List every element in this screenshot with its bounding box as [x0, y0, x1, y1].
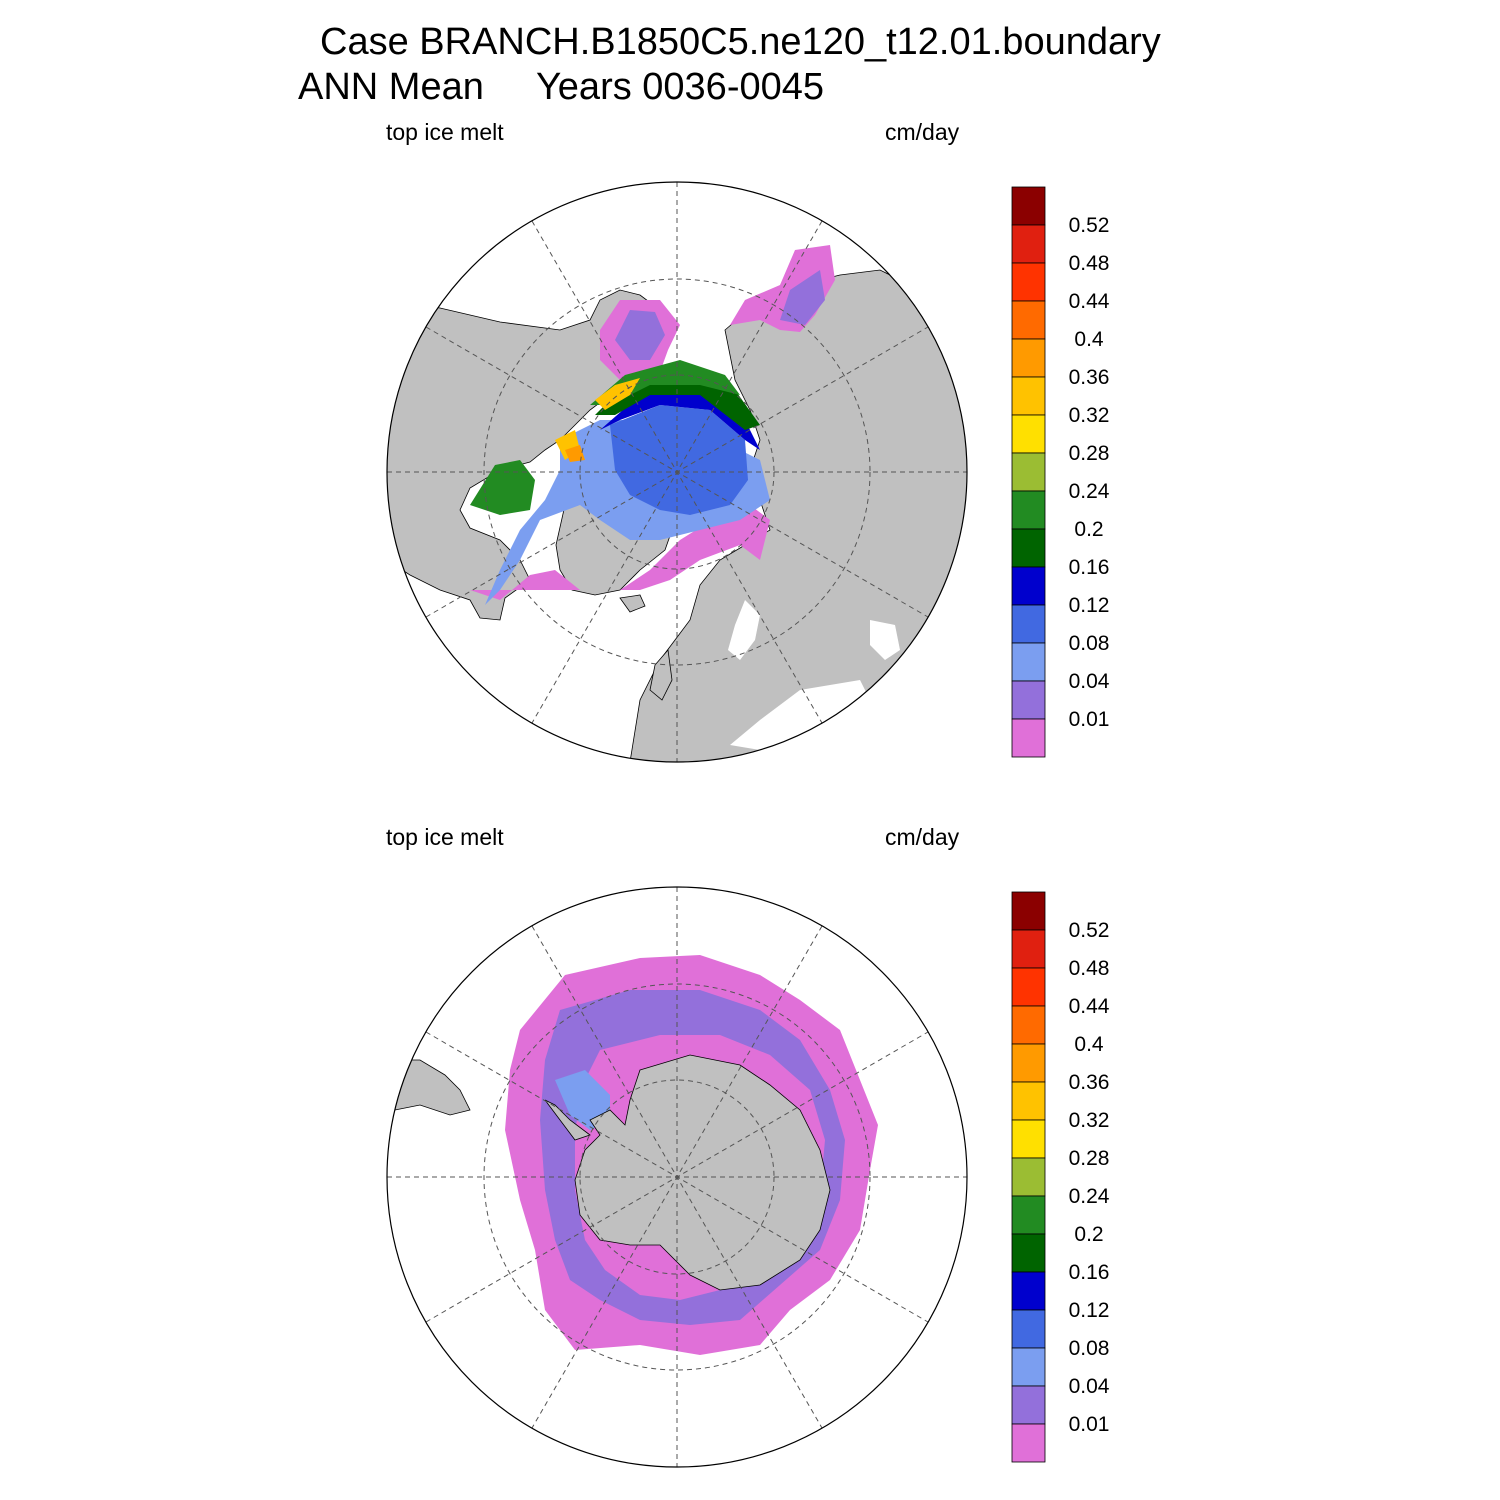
north-colorbar-tick-label: 0.48 [1069, 252, 1110, 275]
north-colorbar-swatch [1011, 186, 1046, 226]
south-colorbar-swatch [1011, 1081, 1046, 1121]
north-colorbar-tick-label: 0.16 [1069, 556, 1110, 579]
north-colorbar-tick-label: 0.36 [1069, 366, 1110, 389]
south-colorbar-swatch [1011, 929, 1046, 969]
south-colorbar-swatch [1011, 1005, 1046, 1045]
south-map-border [386, 886, 968, 1468]
south-colorbar-tick-label: 0.2 [1074, 1223, 1103, 1246]
south-colorbar-tick-label: 0.04 [1069, 1375, 1110, 1398]
south-colorbar: 0.01 0.04 0.08 0.12 0.16 0.2 0.24 0.28 0.32 0.36 0… [1011, 891, 1110, 1463]
south-colorbar-tick-label: 0.52 [1069, 919, 1110, 942]
south-colorbar-tick-label: 0.12 [1069, 1299, 1110, 1322]
south-colorbar-swatch [1011, 1195, 1046, 1235]
north-ice-level-0.12 [610, 405, 748, 515]
plot-title-period: ANN Mean Years 0036-0045 [298, 66, 825, 108]
south-land-antarctic-peninsula [544, 1099, 591, 1141]
north-colorbar-swatch [1011, 680, 1046, 720]
north-sea-mediterranean [730, 680, 870, 750]
north-colorbar-swatch [1011, 528, 1046, 568]
south-colorbar-tick-label: 0.24 [1069, 1185, 1110, 1208]
south-graticule [387, 887, 967, 1467]
south-variable-label: top ice melt [386, 824, 504, 850]
north-colorbar-tick-label: 0.32 [1069, 404, 1110, 427]
north-ice-level-0.04 [615, 270, 825, 360]
north-ice-level-0.24 [470, 360, 740, 515]
south-colorbar-swatch [1011, 1233, 1046, 1273]
north-colorbar-swatch [1011, 566, 1046, 606]
south-colorbar-tick-label: 0.48 [1069, 957, 1110, 980]
north-colorbar-swatch [1011, 262, 1046, 302]
south-colorbar-tick-label: 0.08 [1069, 1337, 1110, 1360]
north-colorbar-tick-label: 0.01 [1069, 708, 1110, 731]
north-land-north-america [387, 289, 666, 621]
north-ice-level-0.36 [565, 445, 585, 462]
north-ice-level-0.32 [555, 378, 640, 460]
south-units-label: cm/day [885, 824, 960, 850]
north-colorbar-tick-label: 0.2 [1074, 518, 1103, 541]
north-colorbar: 0.01 0.04 0.08 0.12 0.16 0.2 0.24 0.28 0.32 0.36 0… [1011, 186, 1110, 758]
north-graticule [387, 182, 967, 762]
north-colorbar-swatch [1011, 452, 1046, 492]
south-land-antarctica [574, 1054, 831, 1291]
south-colorbar-swatch [1011, 1043, 1046, 1083]
north-ice-level-0.01-atlantic [470, 505, 770, 600]
south-colorbar-swatch [1011, 1347, 1046, 1387]
south-colorbar-swatch [1011, 967, 1046, 1007]
north-land-iceland [619, 594, 646, 613]
north-colorbar-swatch [1011, 490, 1046, 530]
south-colorbar-swatch [1011, 1119, 1046, 1159]
north-colorbar-swatch [1011, 604, 1046, 644]
north-colorbar-tick-label: 0.04 [1069, 670, 1110, 693]
south-colorbar-tick-label: 0.32 [1069, 1109, 1110, 1132]
north-map-border [386, 181, 968, 763]
north-colorbar-swatch [1011, 338, 1046, 378]
north-sea-baltic [728, 600, 760, 660]
south-colorbar-swatch [1011, 1385, 1046, 1425]
north-colorbar-swatch [1011, 376, 1046, 416]
south-colorbar-tick-label: 0.36 [1069, 1071, 1110, 1094]
north-colorbar-swatch [1011, 300, 1046, 340]
south-colorbar-tick-label: 0.16 [1069, 1261, 1110, 1284]
north-colorbar-tick-label: 0.24 [1069, 480, 1110, 503]
north-colorbar-swatch [1011, 224, 1046, 264]
south-colorbar-swatch [1011, 1423, 1046, 1463]
south-colorbar-swatch [1011, 1271, 1046, 1311]
north-polar-map [387, 182, 967, 762]
south-colorbar-tick-label: 0.44 [1069, 995, 1110, 1018]
south-colorbar-tick-label: 0.4 [1074, 1033, 1104, 1056]
north-colorbar-tick-label: 0.12 [1069, 594, 1110, 617]
north-colorbar-tick-label: 0.52 [1069, 214, 1110, 237]
north-colorbar-swatch [1011, 414, 1046, 454]
south-colorbar-tick-label: 0.01 [1069, 1413, 1110, 1436]
north-units-label: cm/day [885, 119, 960, 145]
south-colorbar-tick-label: 0.28 [1069, 1147, 1110, 1170]
south-colorbar-swatch [1011, 1309, 1046, 1349]
south-colorbar-swatch [1011, 1157, 1046, 1197]
north-variable-label: top ice melt [386, 119, 504, 145]
north-colorbar-swatch [1011, 718, 1046, 758]
plot-title-case: Case BRANCH.B1850C5.ne120_t12.01.boundar… [320, 21, 1161, 63]
north-colorbar-tick-label: 0.4 [1074, 328, 1104, 351]
north-colorbar-tick-label: 0.44 [1069, 290, 1110, 313]
south-colorbar-swatch [1011, 891, 1046, 931]
north-sea-ice-field [470, 245, 835, 605]
north-land-british-isles [649, 649, 673, 701]
south-polar-map [387, 887, 967, 1467]
north-sea-caspian [870, 620, 900, 660]
north-colorbar-tick-label: 0.08 [1069, 632, 1110, 655]
south-ice-level-0.08 [555, 1070, 610, 1130]
north-colorbar-tick-label: 0.28 [1069, 442, 1110, 465]
north-colorbar-swatch [1011, 642, 1046, 682]
